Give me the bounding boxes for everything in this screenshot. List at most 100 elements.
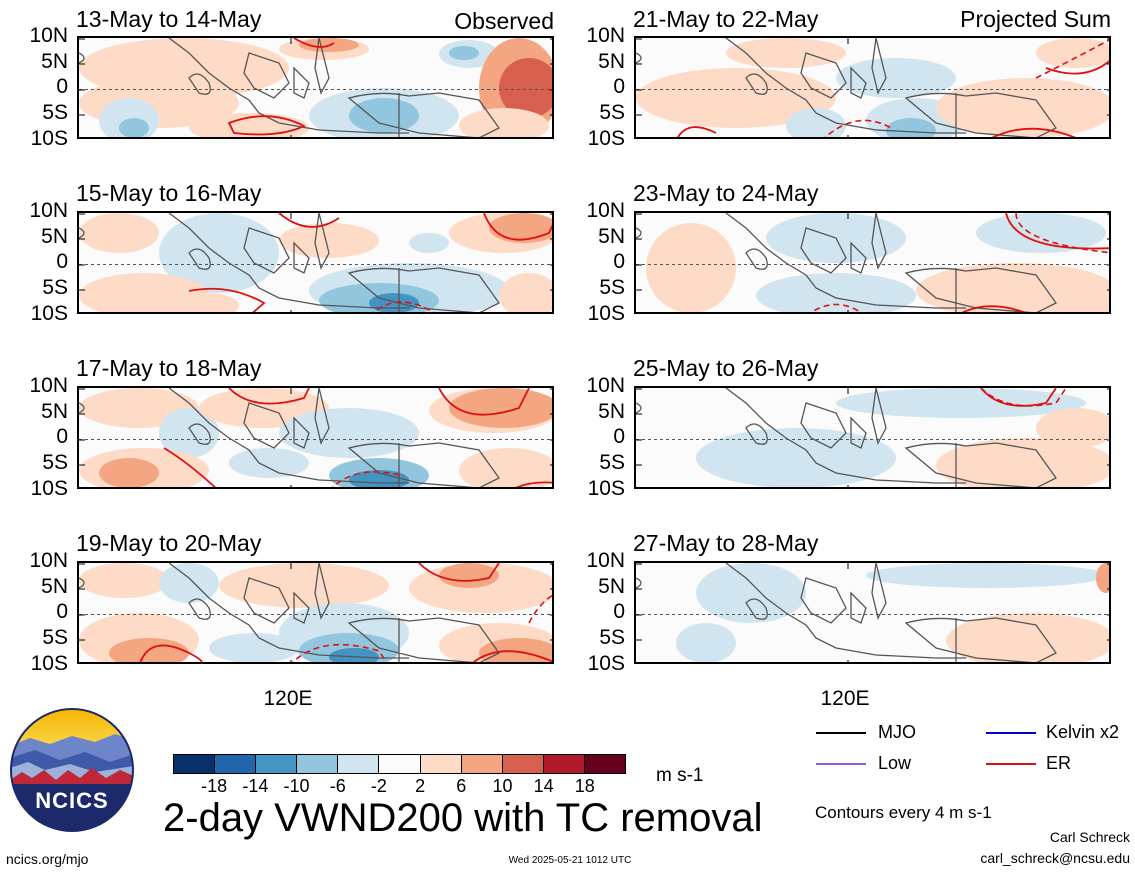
colorbar-tick: -14	[242, 776, 269, 796]
map-canvas	[636, 388, 1109, 487]
main-title: 2-day VWND200 with TC removal	[163, 796, 763, 840]
anomaly-region	[676, 623, 736, 662]
map-canvas	[79, 38, 552, 137]
anomaly-region	[79, 213, 159, 253]
er-contour-positive	[188, 287, 266, 312]
lat-label: 5N	[598, 50, 625, 73]
anomaly-region	[329, 648, 379, 662]
lat-label: 5S	[42, 626, 68, 649]
colorbar-tick: -2	[370, 776, 387, 796]
map-panel-23-24-may	[634, 211, 1111, 314]
anomaly-region	[1096, 563, 1109, 593]
panel-title-6: 23-May to 24-May	[633, 180, 819, 206]
er-contour-positive	[227, 115, 307, 136]
er-contour-positive	[472, 650, 552, 662]
map-panel-13-14-may	[77, 36, 554, 139]
lat-label: 10S	[30, 302, 68, 325]
anomaly-region	[1036, 38, 1109, 68]
legend-mjo-line	[816, 732, 866, 734]
panel-note-projected: Projected Sum	[960, 6, 1111, 32]
anomaly-region	[636, 68, 836, 128]
anomaly-region	[349, 98, 419, 133]
coastline	[79, 213, 500, 312]
colorbar-bin	[338, 755, 380, 773]
er-contour-positive	[139, 644, 203, 662]
lat-label: 10N	[29, 374, 68, 397]
er-contour-positive	[515, 481, 552, 487]
anomaly-region	[439, 563, 499, 588]
anomaly-region	[836, 58, 956, 98]
website: ncics.org/mjo	[6, 851, 89, 867]
colorbar-bin	[584, 755, 626, 773]
map-panel-21-22-may	[634, 36, 1111, 139]
lat-label: 10N	[29, 199, 68, 222]
anomaly-region	[99, 458, 159, 487]
panel-note-observed: Observed	[454, 8, 554, 34]
lat-label: 5N	[41, 225, 68, 248]
er-contour-negative	[1015, 213, 1109, 254]
colorbar-bin	[297, 755, 339, 773]
panel-title-2: 15-May to 16-May	[76, 180, 262, 206]
lat-label: 10S	[587, 652, 625, 675]
anomaly-region	[866, 563, 1106, 588]
lat-label: 10S	[30, 652, 68, 675]
lat-label: 0	[613, 425, 625, 448]
lat-label: 0	[56, 250, 68, 273]
map-canvas	[79, 388, 552, 487]
anomaly-region	[946, 613, 1109, 662]
anomaly-region	[1036, 408, 1109, 448]
map-canvas	[636, 213, 1109, 312]
panel-title-1: 13-May to 14-May	[76, 6, 262, 32]
anomaly-region	[209, 633, 299, 662]
anomaly-region	[966, 283, 1109, 312]
lat-label: 10N	[586, 199, 625, 222]
lat-label: 5S	[42, 101, 68, 124]
map-panel-15-16-may	[77, 211, 554, 314]
colorbar-tick: -18	[201, 776, 228, 796]
map-panel-17-18-may	[77, 386, 554, 489]
colorbar-tick: -6	[329, 776, 346, 796]
er-contour-positive	[991, 127, 1076, 137]
legend-er-line	[986, 763, 1036, 765]
lat-label: 0	[613, 250, 625, 273]
anomaly-region	[786, 108, 846, 137]
anomaly-region	[696, 428, 896, 487]
map-panel-19-20-may	[77, 561, 554, 664]
timestamp: Wed 2025-05-21 1012 UTC	[508, 855, 632, 866]
anomaly-region	[189, 113, 309, 137]
lat-label: 10N	[29, 24, 68, 47]
colorbar-bin	[420, 755, 462, 773]
er-contour-positive	[483, 213, 552, 241]
lat-label: 0	[613, 600, 625, 623]
anomaly-region	[409, 233, 449, 253]
anomaly-region	[449, 388, 552, 428]
lat-label: 5N	[41, 400, 68, 423]
map-canvas	[79, 213, 552, 312]
lat-label: 0	[613, 75, 625, 98]
colorbar-tick: 18	[574, 776, 595, 796]
lat-label: 5N	[598, 225, 625, 248]
colorbar-bin	[379, 755, 421, 773]
er-contour-positive	[438, 388, 530, 416]
colorbar-tick: 2	[415, 776, 426, 796]
anomaly-region	[936, 438, 1109, 487]
colorbar	[173, 754, 626, 774]
anomaly-region	[726, 38, 846, 68]
lon-label-left: 120E	[263, 687, 313, 710]
er-contour-negative	[528, 594, 552, 624]
colorbar-bin	[502, 755, 544, 773]
author: Carl Schreck	[1049, 829, 1130, 845]
er-contour-negative	[331, 471, 405, 487]
colorbar-bin	[174, 755, 216, 773]
coastline	[79, 563, 500, 662]
anomaly-region	[219, 563, 389, 608]
panel-title-5: 21-May to 22-May	[633, 6, 819, 32]
logo-text: NCICS	[35, 788, 109, 813]
legend-low-line	[816, 763, 866, 765]
coastline	[636, 388, 1057, 487]
lat-label: 10S	[30, 127, 68, 150]
panel-title-7: 25-May to 26-May	[633, 355, 819, 381]
anomaly-region	[459, 108, 549, 137]
map-panel-25-26-may	[634, 386, 1111, 489]
er-contour-positive	[677, 126, 717, 137]
